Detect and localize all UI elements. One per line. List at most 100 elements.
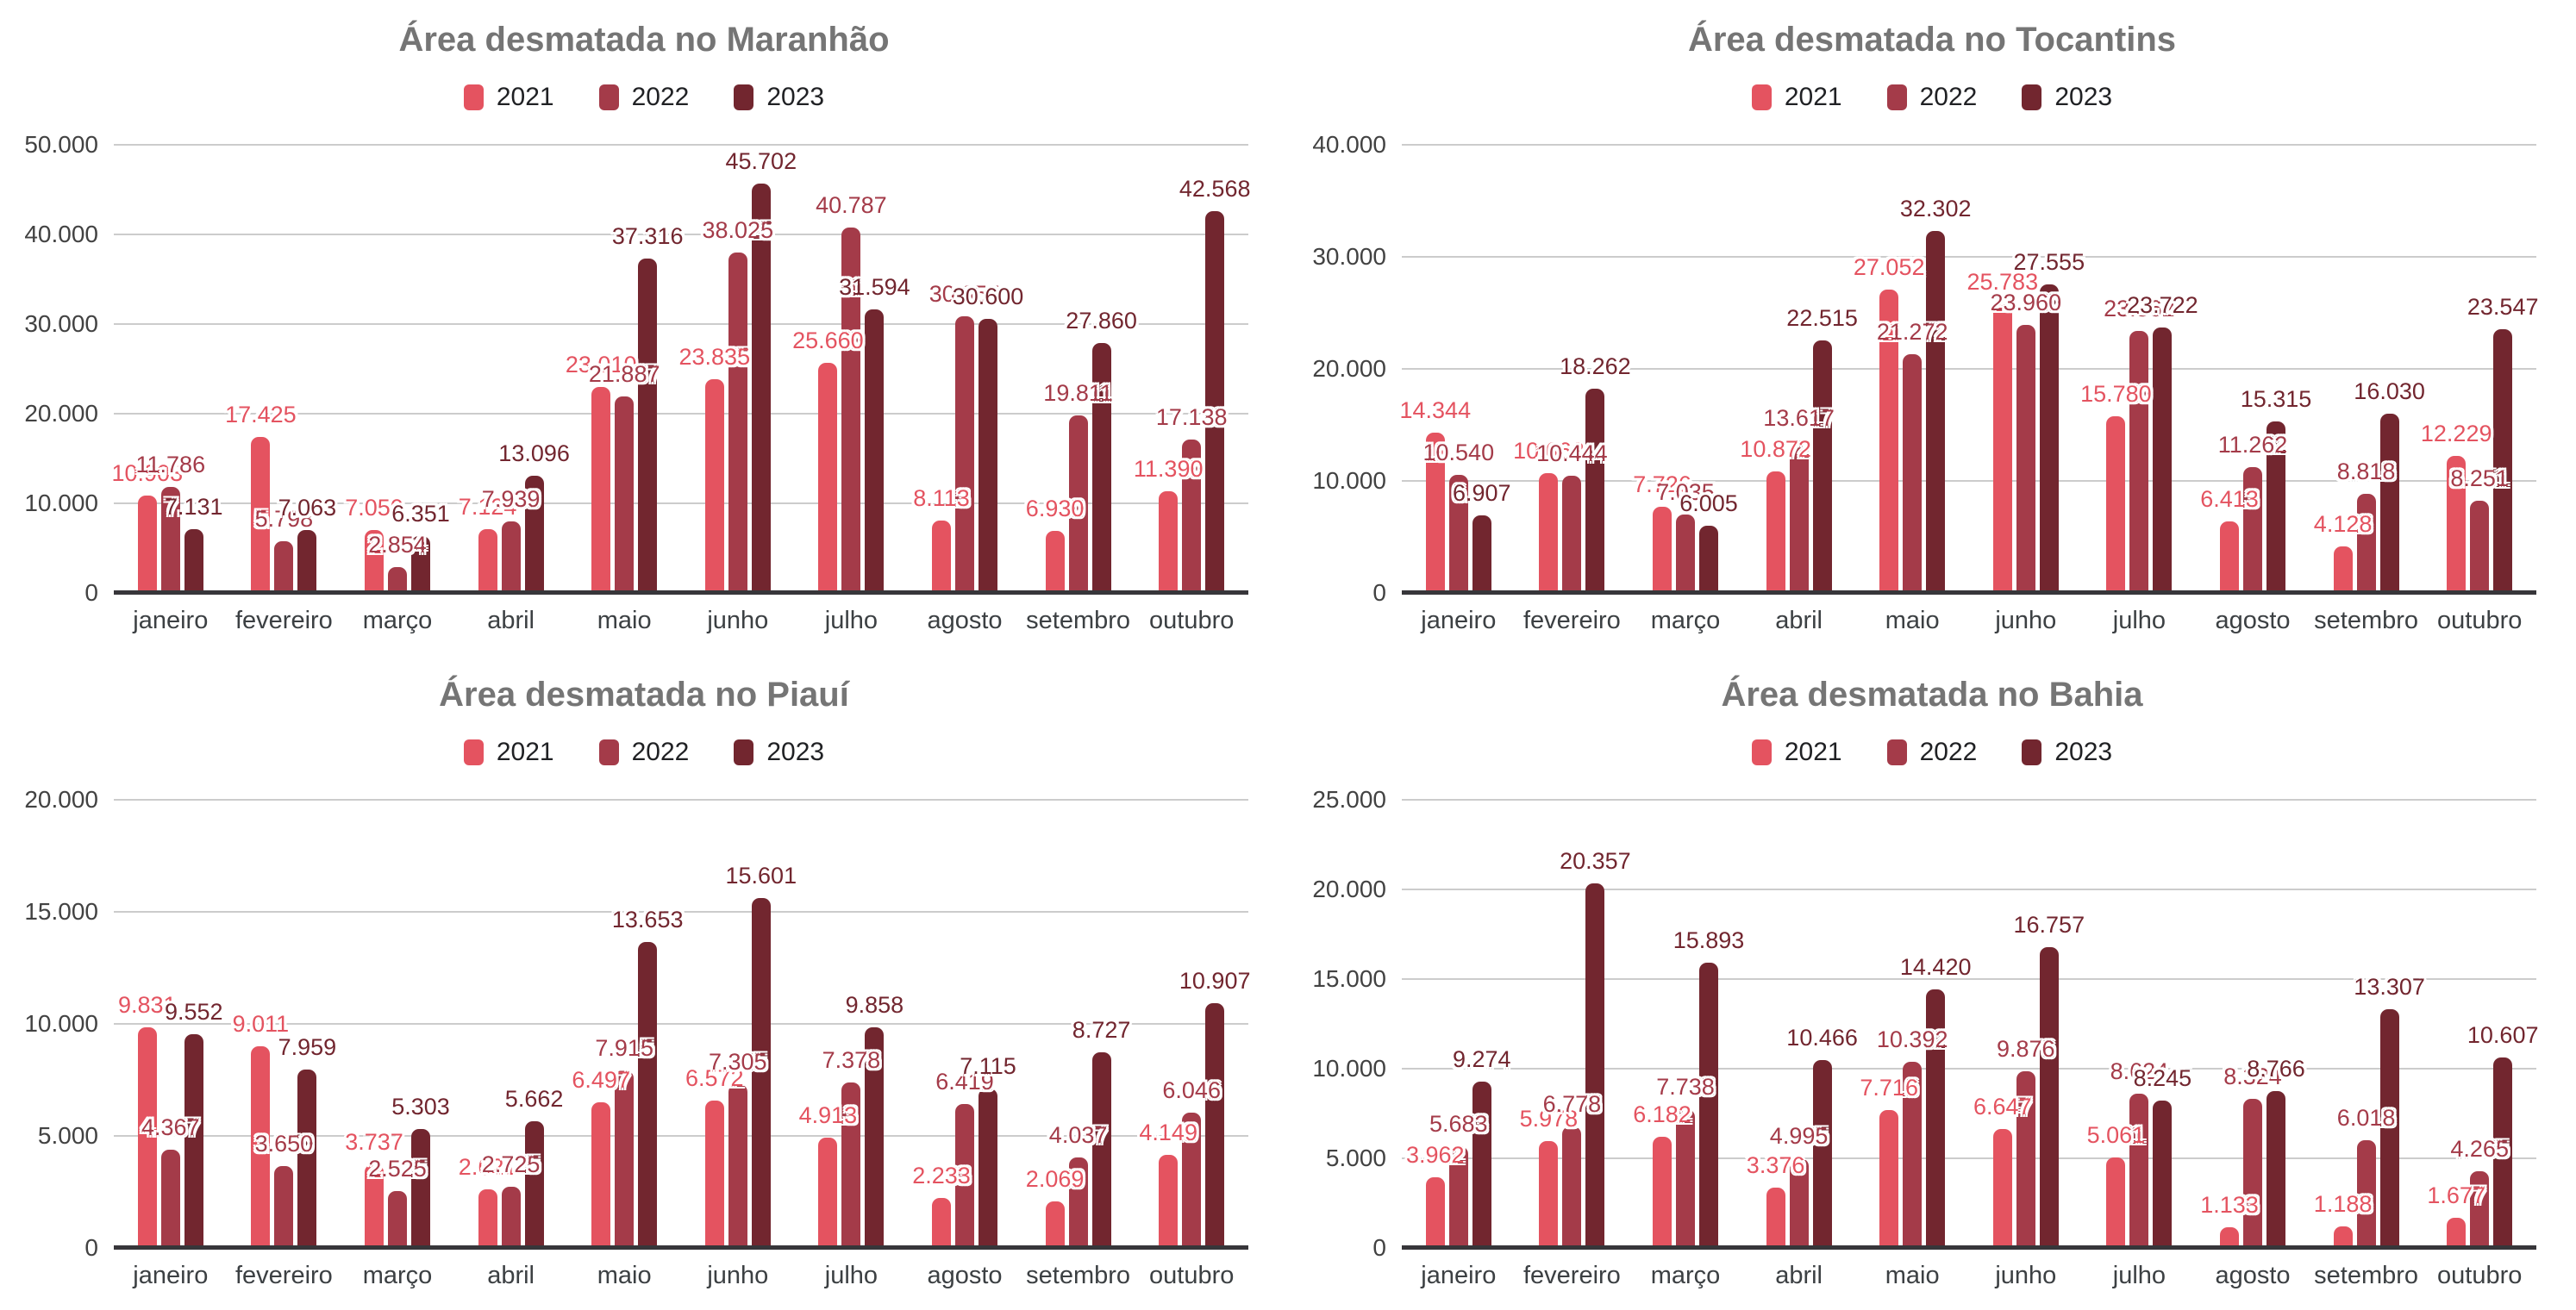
bar-2021-julho[interactable]: [2106, 1157, 2126, 1248]
bar-2022-janeiro[interactable]: [1448, 1145, 1468, 1248]
bar-2022-setembro[interactable]: [2356, 494, 2376, 593]
bar-2021-maio[interactable]: [591, 386, 611, 593]
bar-2023-setembro[interactable]: [1091, 1052, 1111, 1248]
bar-2023-agosto[interactable]: [2266, 421, 2285, 593]
bar-2022-maio[interactable]: [615, 1070, 635, 1248]
bar-2022-março[interactable]: [387, 567, 407, 593]
bar-2021-janeiro[interactable]: [137, 1027, 157, 1248]
bar-2022-abril[interactable]: [1789, 440, 1809, 593]
bar-2021-setembro[interactable]: [2333, 1226, 2353, 1248]
bar-2021-agosto[interactable]: [2219, 1227, 2239, 1248]
bar-2021-outubro[interactable]: [1159, 1155, 1179, 1248]
bar-2021-abril[interactable]: [478, 528, 497, 593]
bar-2021-março[interactable]: [364, 1163, 384, 1248]
bar-2021-julho[interactable]: [2106, 415, 2126, 593]
bar-2021-outubro[interactable]: [2447, 456, 2467, 593]
bar-2021-setembro[interactable]: [2333, 546, 2353, 593]
bar-2022-setembro[interactable]: [1068, 415, 1088, 593]
bar-2023-março[interactable]: [410, 535, 430, 593]
bar-2021-maio[interactable]: [1879, 1109, 1899, 1248]
bar-2023-fevereiro[interactable]: [297, 1070, 317, 1248]
bar-2021-abril[interactable]: [1766, 471, 1785, 593]
bar-2023-abril[interactable]: [1812, 340, 1832, 593]
bar-2021-fevereiro[interactable]: [251, 1045, 271, 1248]
bar-2021-julho[interactable]: [818, 363, 838, 593]
bar-2022-abril[interactable]: [501, 521, 521, 593]
bar-2022-junho[interactable]: [728, 1084, 747, 1248]
bar-2023-julho[interactable]: [865, 1026, 885, 1248]
bar-2021-junho[interactable]: [1992, 1128, 2012, 1248]
bar-2022-julho[interactable]: [2129, 331, 2149, 593]
bar-2021-março[interactable]: [1652, 506, 1672, 593]
bar-2021-agosto[interactable]: [931, 1197, 951, 1248]
bar-2022-fevereiro[interactable]: [1562, 476, 1582, 593]
bar-2023-junho[interactable]: [2039, 947, 2059, 1248]
bar-2023-setembro[interactable]: [2379, 413, 2399, 593]
bar-2021-maio[interactable]: [591, 1102, 611, 1248]
bar-2023-agosto[interactable]: [2266, 1090, 2285, 1248]
bar-2022-agosto[interactable]: [954, 316, 974, 593]
bar-2023-fevereiro[interactable]: [1585, 388, 1605, 593]
bar-2022-setembro[interactable]: [1068, 1157, 1088, 1248]
bar-2021-fevereiro[interactable]: [1539, 473, 1559, 593]
bar-2023-maio[interactable]: [1926, 989, 1946, 1248]
bar-2022-setembro[interactable]: [2356, 1139, 2376, 1248]
bar-2023-abril[interactable]: [524, 475, 544, 593]
bar-2023-janeiro[interactable]: [1472, 515, 1491, 593]
bar-2021-fevereiro[interactable]: [1539, 1140, 1559, 1248]
bar-2023-julho[interactable]: [2153, 327, 2173, 593]
bar-2023-março[interactable]: [1698, 525, 1718, 593]
bar-2021-março[interactable]: [1652, 1137, 1672, 1248]
bar-2022-fevereiro[interactable]: [1562, 1126, 1582, 1248]
bar-2023-julho[interactable]: [2153, 1100, 2173, 1248]
bar-2022-março[interactable]: [1675, 514, 1695, 593]
bar-2022-julho[interactable]: [841, 1082, 861, 1248]
bar-2022-fevereiro[interactable]: [274, 540, 294, 593]
bar-2023-julho[interactable]: [865, 309, 885, 593]
bar-2022-junho[interactable]: [2016, 1070, 2035, 1248]
bar-2021-outubro[interactable]: [2447, 1218, 2467, 1248]
bar-2022-agosto[interactable]: [954, 1104, 974, 1248]
bar-2021-outubro[interactable]: [1159, 490, 1179, 593]
bar-2022-agosto[interactable]: [2242, 466, 2262, 593]
bar-2021-janeiro[interactable]: [137, 495, 157, 593]
bar-2022-outubro[interactable]: [2470, 1171, 2490, 1248]
bar-2021-agosto[interactable]: [2219, 521, 2239, 593]
bar-2023-março[interactable]: [1698, 963, 1718, 1248]
bar-2023-outubro[interactable]: [1205, 1003, 1225, 1248]
bar-2023-junho[interactable]: [751, 898, 771, 1248]
bar-2022-agosto[interactable]: [2242, 1098, 2262, 1248]
bar-2021-julho[interactable]: [818, 1138, 838, 1248]
bar-2021-junho[interactable]: [1992, 303, 2012, 593]
bar-2023-maio[interactable]: [638, 258, 658, 593]
bar-2021-agosto[interactable]: [931, 520, 951, 593]
bar-2022-julho[interactable]: [841, 227, 861, 593]
bar-2022-janeiro[interactable]: [160, 487, 180, 593]
bar-2022-junho[interactable]: [728, 252, 747, 593]
bar-2023-setembro[interactable]: [2379, 1009, 2399, 1248]
bar-2022-maio[interactable]: [1903, 354, 1923, 593]
bar-2022-maio[interactable]: [1903, 1061, 1923, 1248]
bar-2021-setembro[interactable]: [1045, 530, 1065, 593]
bar-2021-janeiro[interactable]: [1425, 1176, 1445, 1248]
bar-2022-janeiro[interactable]: [160, 1150, 180, 1248]
bar-2022-março[interactable]: [387, 1191, 407, 1248]
bar-2023-fevereiro[interactable]: [1585, 883, 1605, 1248]
bar-2023-setembro[interactable]: [1091, 343, 1111, 593]
bar-2022-junho[interactable]: [2016, 324, 2035, 593]
bar-2021-maio[interactable]: [1879, 290, 1899, 593]
bar-2023-outubro[interactable]: [2493, 328, 2513, 593]
bar-2021-janeiro[interactable]: [1425, 432, 1445, 593]
bar-2022-outubro[interactable]: [1182, 1112, 1202, 1248]
bar-2022-março[interactable]: [1675, 1109, 1695, 1248]
bar-2023-outubro[interactable]: [1205, 211, 1225, 593]
bar-2023-fevereiro[interactable]: [297, 529, 317, 593]
bar-2023-abril[interactable]: [1812, 1060, 1832, 1248]
bar-2021-setembro[interactable]: [1045, 1201, 1065, 1248]
bar-2023-janeiro[interactable]: [1472, 1082, 1491, 1248]
bar-2022-julho[interactable]: [2129, 1093, 2149, 1248]
bar-2023-junho[interactable]: [751, 183, 771, 593]
bar-2022-fevereiro[interactable]: [274, 1166, 294, 1248]
bar-2021-junho[interactable]: [704, 379, 724, 593]
bar-2023-junho[interactable]: [2039, 284, 2059, 593]
